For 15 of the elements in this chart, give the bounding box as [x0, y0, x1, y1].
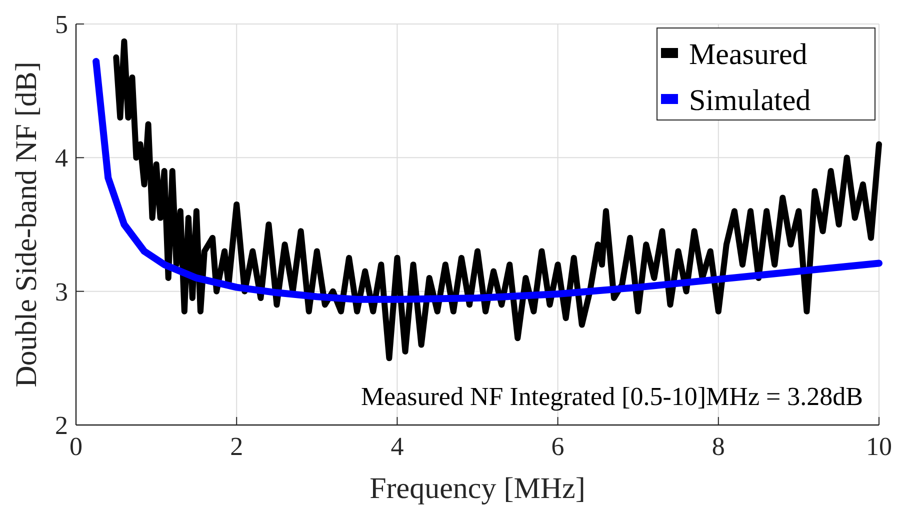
x-tick-label: 6: [551, 432, 564, 461]
x-tick-label: 0: [70, 432, 82, 461]
legend-label: Simulated: [689, 84, 811, 117]
y-tick-label: 2: [55, 411, 68, 440]
annotation: Measured NF Integrated [0.5-10]MHz = 3.28dB: [360, 382, 863, 411]
y-tick-label: 5: [55, 10, 68, 39]
x-tick-label: 2: [230, 432, 244, 461]
y-axis-title: Double Side-band NF [dB]: [10, 62, 43, 388]
x-tick-label: 8: [712, 432, 725, 461]
y-tick-label: 4: [55, 144, 68, 173]
y-tick-label: 3: [55, 277, 68, 306]
x-tick-label: 10: [866, 432, 892, 461]
x-tick-label: 4: [390, 432, 404, 461]
x-axis-title: Frequency [MHz]: [370, 472, 586, 505]
legend-label: Measured: [689, 38, 808, 71]
